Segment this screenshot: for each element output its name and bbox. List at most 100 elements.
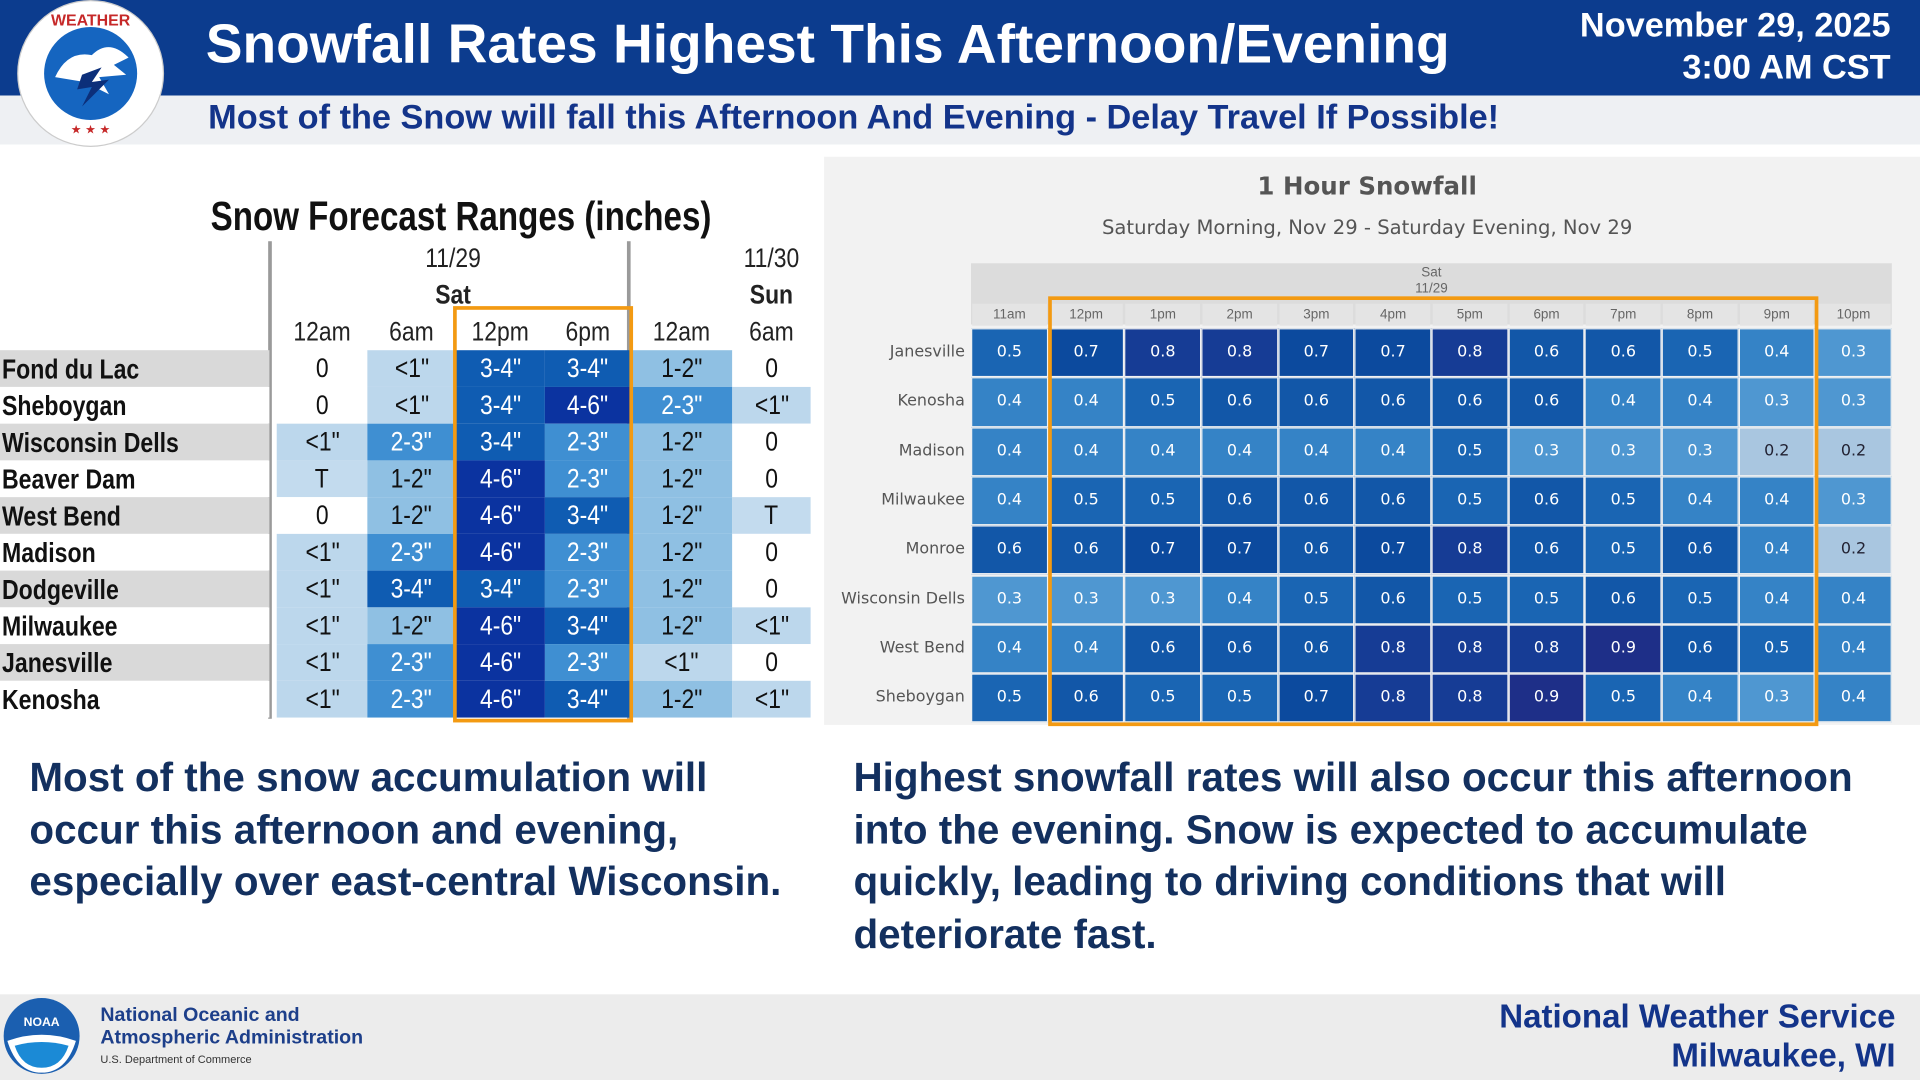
forecast-value: 1-2" [390,462,433,494]
heatmap-cell: 0.3 [1738,377,1816,427]
forecast-value: 2-3" [390,536,433,567]
row-label: Fond du Lac [0,350,270,387]
forecast-value: 3-4" [479,573,521,604]
city-name: Madison [2,536,96,569]
row-label: West Bend [0,497,270,534]
forecast-cell: 0 [732,570,811,608]
svg-text:WEATHER: WEATHER [51,13,131,30]
forecast-value: 3-4" [567,609,609,641]
forecast-value: 4-6" [479,646,521,678]
hour-label: 8pm [1662,303,1738,326]
forecast-value: 1-2" [390,499,433,531]
heatmap-cell: 0.5 [1431,426,1509,477]
forecast-cell: 3-4" [455,350,545,387]
heatmap-cell: 0.8 [1201,328,1278,378]
forecast-cell: 1-2" [367,497,456,534]
heatmap-cell: 0.3 [1738,673,1816,723]
hour-label: 7pm [1586,303,1661,326]
forecast-value: T [315,462,330,494]
row-city-label: Wisconsin Dells [841,589,965,608]
row-label: Beaver Dam [0,460,270,498]
forecast-value: <1" [304,609,340,641]
heatmap-cell: 0.8 [1431,624,1509,674]
column-header: 12am [652,315,711,347]
forecast-cell: <1" [276,644,368,681]
heatmap-cell: 0.4 [1815,574,1892,625]
heatmap-cell: 0.4 [1738,525,1816,575]
hour-label: 9pm [1739,303,1814,326]
heatmap-cell: 0.8 [1431,328,1509,378]
heatmap-cell: 0.4 [1738,574,1816,625]
forecast-value: 0 [765,573,778,604]
forecast-value: 0 [765,536,778,567]
heatmap-cell: 0.6 [1047,525,1125,575]
forecast-value: 1-2" [660,609,703,641]
forecast-value: 0 [765,646,778,678]
forecast-value: 1-2" [660,352,703,384]
forecast-value: 0 [315,389,329,421]
heatmap-cell: 0.4 [1047,624,1125,674]
hour-label: 3pm [1279,303,1354,326]
row-city-label: Milwaukee [881,490,965,510]
forecast-cell: T [732,497,811,534]
column-header: 6am [749,315,794,347]
forecast-value: 2-3" [567,426,609,457]
row-label: Janesville [0,644,270,681]
heatmap-cell: 0.7 [1277,673,1355,723]
forecast-value: 2-3" [567,573,609,604]
day-date-label: 11/29 [425,242,481,274]
row-label: Kenosha [0,680,270,718]
heatmap-cell: 0.4 [971,476,1048,526]
forecast-value: 2-3" [390,646,433,678]
city-name: Dodgeville [2,573,119,605]
forecast-cell: 3-4" [455,386,545,424]
heatmap-cell: 0.5 [1201,673,1278,723]
heatmap-date: 11/29 [1415,281,1448,297]
forecast-value: <1" [304,573,340,604]
heatmap-cell: 0.6 [1508,525,1585,575]
heatmap-cell: 0.4 [971,624,1048,674]
forecast-cell: 4-6" [455,680,545,718]
heatmap-cell: 0.3 [971,574,1048,625]
heatmap-day-label: Sat 11/29 [971,266,1892,298]
forecast-value: <1" [754,609,789,641]
row-city-label: Madison [898,441,965,460]
forecast-cell: 1-2" [630,607,733,645]
page-title: Snowfall Rates Highest This Afternoon/Ev… [205,12,1450,75]
hour-label: 5pm [1432,303,1507,326]
heatmap-cell: 0.5 [1584,525,1662,575]
forecast-value: T [764,499,779,531]
heatmap-cell: 0.3 [1815,377,1892,427]
svg-text:★ ★ ★: ★ ★ ★ [71,122,111,136]
heatmap-cell: 0.6 [1354,476,1432,526]
hour-label: 1pm [1125,303,1200,326]
heatmap-cell: 0.8 [1431,673,1509,723]
city-name: Kenosha [2,683,100,716]
heatmap-cell: 0.5 [1431,476,1509,526]
noaa-line2: Atmospheric Administration [100,1027,364,1049]
city-name: Janesville [2,646,113,679]
forecast-cell: 0 [276,350,368,387]
heatmap-cell: 0.4 [1584,377,1662,427]
heatmap-cell: 0.7 [1201,525,1278,575]
forecast-cell: <1" [276,423,368,461]
noaa-name: National Oceanic and Atmospheric Adminis… [100,1005,363,1069]
heatmap-cell: 0.6 [1201,377,1278,427]
heatmap-cell: 0.5 [1431,574,1509,625]
forecast-value: 3-4" [479,426,521,457]
heatmap-cell: 0.3 [1047,574,1125,625]
heatmap-cell: 0.5 [1277,574,1355,625]
heatmap-cell: 0.4 [1738,328,1816,378]
forecast-value: 4-6" [479,609,521,641]
heatmap-cell: 0.6 [1047,673,1125,723]
heatmap-cell: 0.3 [1661,426,1739,477]
forecast-value: 3-4" [479,352,521,384]
nws-logo: WEATHER ★ ★ ★ [17,0,165,147]
heatmap-cell: 0.4 [971,426,1048,477]
forecast-cell: 0 [732,350,811,387]
forecast-value: <1" [664,646,699,678]
forecast-value: 1-2" [660,683,703,714]
forecast-value: 2-3" [390,683,433,714]
forecast-cell: 1-2" [630,460,733,498]
heatmap-cell: 0.7 [1277,328,1355,378]
